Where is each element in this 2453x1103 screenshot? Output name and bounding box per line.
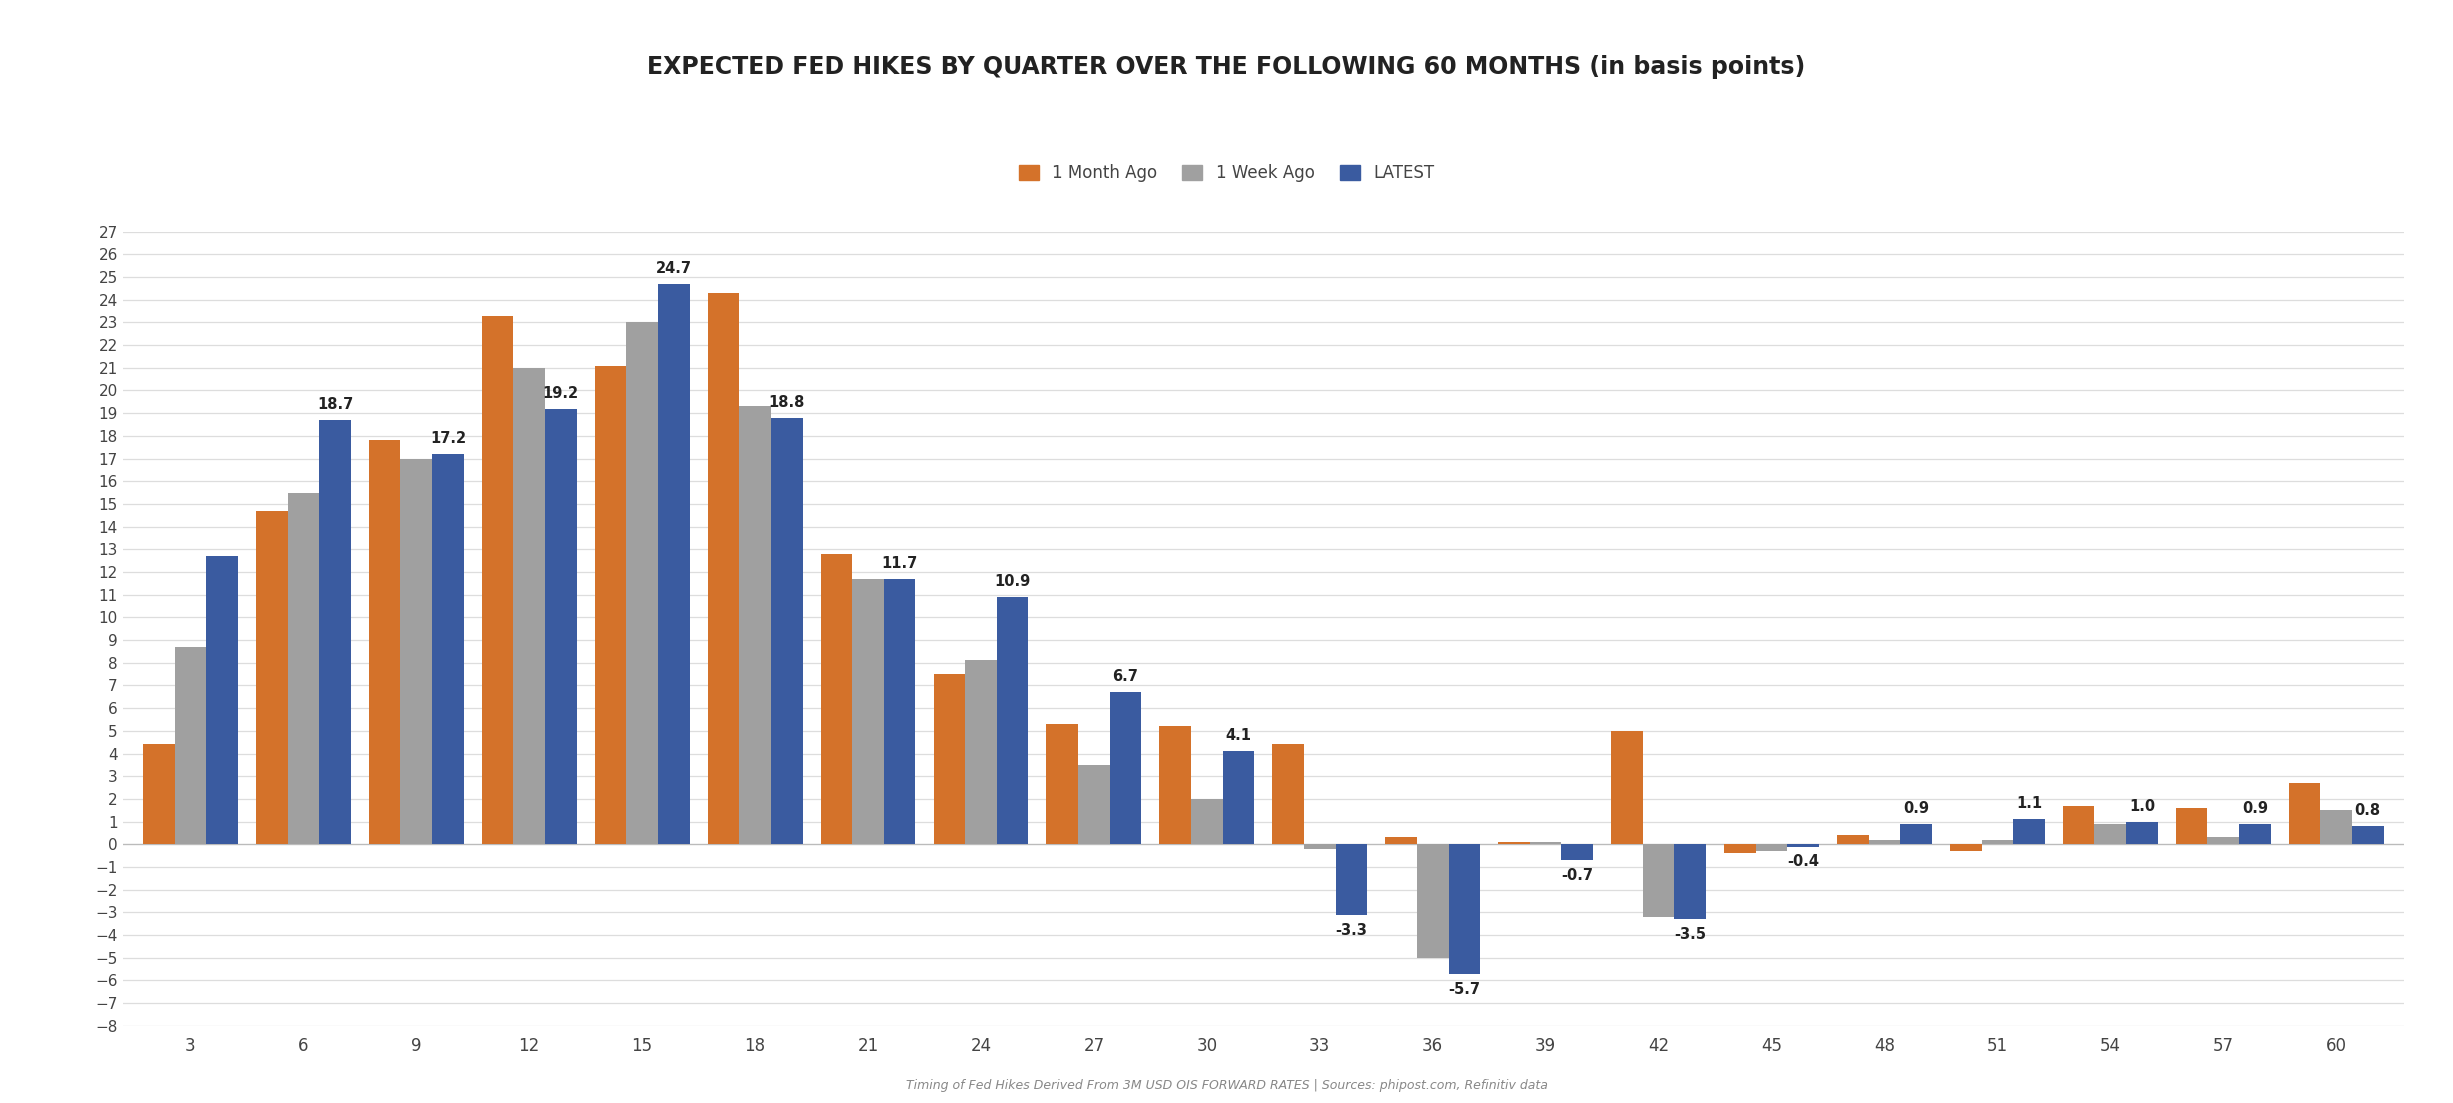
Bar xyxy=(738,406,770,844)
Bar xyxy=(545,408,576,844)
Text: -0.4: -0.4 xyxy=(1788,855,1820,869)
Bar xyxy=(1531,842,1563,844)
Bar xyxy=(1273,745,1305,844)
Text: EXPECTED FED HIKES BY QUARTER OVER THE FOLLOWING 60 MONTHS (in basis points): EXPECTED FED HIKES BY QUARTER OVER THE F… xyxy=(648,55,1805,79)
Bar xyxy=(883,579,915,844)
Bar xyxy=(319,420,351,844)
Text: Timing of Fed Hikes Derived From 3M USD OIS FORWARD RATES | Sources: phipost.com: Timing of Fed Hikes Derived From 3M USD … xyxy=(905,1079,1548,1092)
Bar xyxy=(1869,839,1901,844)
Bar xyxy=(1756,844,1788,852)
Bar xyxy=(851,579,883,844)
Bar xyxy=(2063,805,2095,844)
Bar xyxy=(368,440,400,844)
Bar xyxy=(1047,724,1077,844)
Bar xyxy=(2127,822,2159,844)
Text: 0.9: 0.9 xyxy=(1904,801,1928,816)
Bar xyxy=(400,459,432,844)
Bar xyxy=(513,367,545,844)
Text: 1.0: 1.0 xyxy=(2129,799,2156,814)
Bar xyxy=(594,365,626,844)
Bar xyxy=(1160,726,1192,844)
Bar xyxy=(996,597,1028,844)
Bar xyxy=(2095,824,2127,844)
Bar xyxy=(2289,783,2321,844)
Bar xyxy=(822,554,851,844)
Bar xyxy=(174,646,206,844)
Bar xyxy=(142,745,174,844)
Bar xyxy=(2321,811,2352,844)
Bar xyxy=(1386,837,1418,844)
Bar xyxy=(1788,844,1820,846)
Bar xyxy=(964,661,996,844)
Bar xyxy=(1901,824,1933,844)
Text: 18.7: 18.7 xyxy=(316,397,353,413)
Text: 10.9: 10.9 xyxy=(993,574,1030,589)
Bar xyxy=(626,322,657,844)
Bar xyxy=(1222,751,1253,844)
Bar xyxy=(1450,844,1479,974)
Bar xyxy=(2208,837,2240,844)
Bar xyxy=(287,493,319,844)
Text: 19.2: 19.2 xyxy=(542,386,579,400)
Text: 0.9: 0.9 xyxy=(2242,801,2269,816)
Bar xyxy=(1644,844,1675,917)
Bar xyxy=(770,418,802,844)
Bar xyxy=(657,283,689,844)
Bar xyxy=(2352,826,2384,844)
Bar xyxy=(1305,844,1334,849)
Bar xyxy=(1109,693,1141,844)
Bar xyxy=(255,511,287,844)
Bar xyxy=(935,674,964,844)
Bar xyxy=(1418,844,1450,957)
Text: 1.1: 1.1 xyxy=(2016,796,2041,812)
Bar xyxy=(1675,844,1705,919)
Legend: 1 Month Ago, 1 Week Ago, LATEST: 1 Month Ago, 1 Week Ago, LATEST xyxy=(1013,158,1440,189)
Text: -5.7: -5.7 xyxy=(1447,982,1479,996)
Bar xyxy=(1077,764,1109,844)
Bar xyxy=(1724,844,1756,854)
Text: 0.8: 0.8 xyxy=(2355,803,2382,818)
Bar xyxy=(1982,839,2014,844)
Bar xyxy=(1192,799,1222,844)
Text: 4.1: 4.1 xyxy=(1226,728,1251,743)
Bar xyxy=(1334,844,1366,914)
Bar xyxy=(1950,844,1982,852)
Bar xyxy=(1563,844,1592,860)
Text: 18.8: 18.8 xyxy=(768,395,805,409)
Text: -0.7: -0.7 xyxy=(1560,868,1594,884)
Bar xyxy=(432,454,464,844)
Bar xyxy=(2014,820,2046,844)
Bar xyxy=(1612,731,1644,844)
Text: 11.7: 11.7 xyxy=(881,556,917,571)
Text: -3.5: -3.5 xyxy=(1675,928,1707,942)
Text: 17.2: 17.2 xyxy=(429,431,466,446)
Bar xyxy=(2240,824,2271,844)
Bar xyxy=(481,315,513,844)
Text: 6.7: 6.7 xyxy=(1114,670,1138,684)
Bar xyxy=(2176,808,2208,844)
Bar xyxy=(1499,842,1531,844)
Text: 24.7: 24.7 xyxy=(655,261,692,276)
Text: -3.3: -3.3 xyxy=(1334,922,1366,938)
Bar xyxy=(206,556,238,844)
Bar xyxy=(706,293,738,844)
Bar xyxy=(1837,835,1869,844)
